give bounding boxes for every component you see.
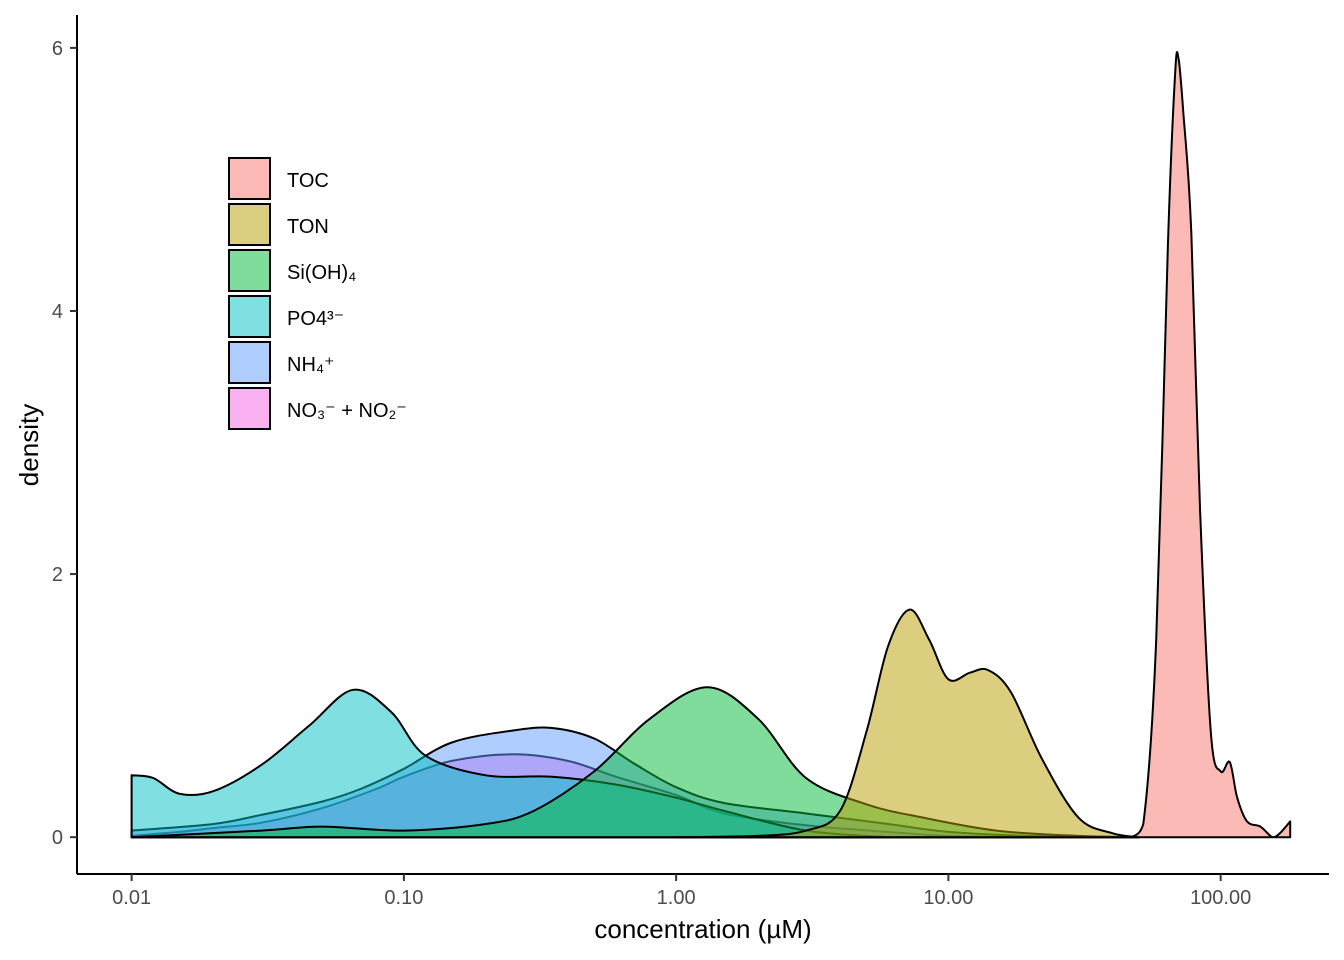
y-axis-title: density	[14, 404, 44, 486]
legend-key-no-no	[228, 387, 271, 430]
y-tick-label: 2	[52, 564, 63, 586]
legend-key-si-oh	[228, 249, 271, 292]
y-tick-label: 6	[52, 38, 63, 60]
density-areas	[130, 51, 1292, 839]
legend: TOC TON Si(OH)₄ PO4³⁻ NH₄⁺ NO₃⁻ + NO₂⁻	[228, 157, 407, 430]
axes: 0.01 0.10 1.00 10.00 100.00 0 2 4 6	[52, 15, 1329, 909]
legend-label-toc: TOC	[287, 170, 329, 192]
x-tick-label: 100.00	[1190, 887, 1251, 909]
x-tick-label: 0.01	[112, 887, 151, 909]
legend-label-no-no: NO₃⁻ + NO₂⁻	[287, 400, 407, 422]
legend-key-po4	[228, 295, 271, 338]
x-tick-label: 1.00	[657, 887, 696, 909]
density-area-toc	[1130, 51, 1292, 839]
legend-label-si-oh: Si(OH)₄	[287, 262, 356, 284]
x-tick-label: 0.10	[384, 887, 423, 909]
legend-key-ton	[228, 203, 271, 246]
legend-key-nh	[228, 341, 271, 384]
y-tick-label: 0	[52, 827, 63, 849]
legend-label-po4: PO4³⁻	[287, 308, 344, 330]
legend-label-ton: TON	[287, 216, 329, 238]
x-tick-label: 10.00	[923, 887, 973, 909]
y-tick-label: 4	[52, 301, 63, 323]
x-axis-title: concentration (µM)	[594, 914, 811, 944]
legend-key-toc	[228, 157, 271, 200]
legend-label-nh: NH₄⁺	[287, 354, 335, 376]
density-area-ton	[675, 608, 1140, 839]
x-ticks: 0.01 0.10 1.00 10.00 100.00	[112, 874, 1251, 909]
y-ticks: 0 2 4 6	[52, 38, 77, 849]
